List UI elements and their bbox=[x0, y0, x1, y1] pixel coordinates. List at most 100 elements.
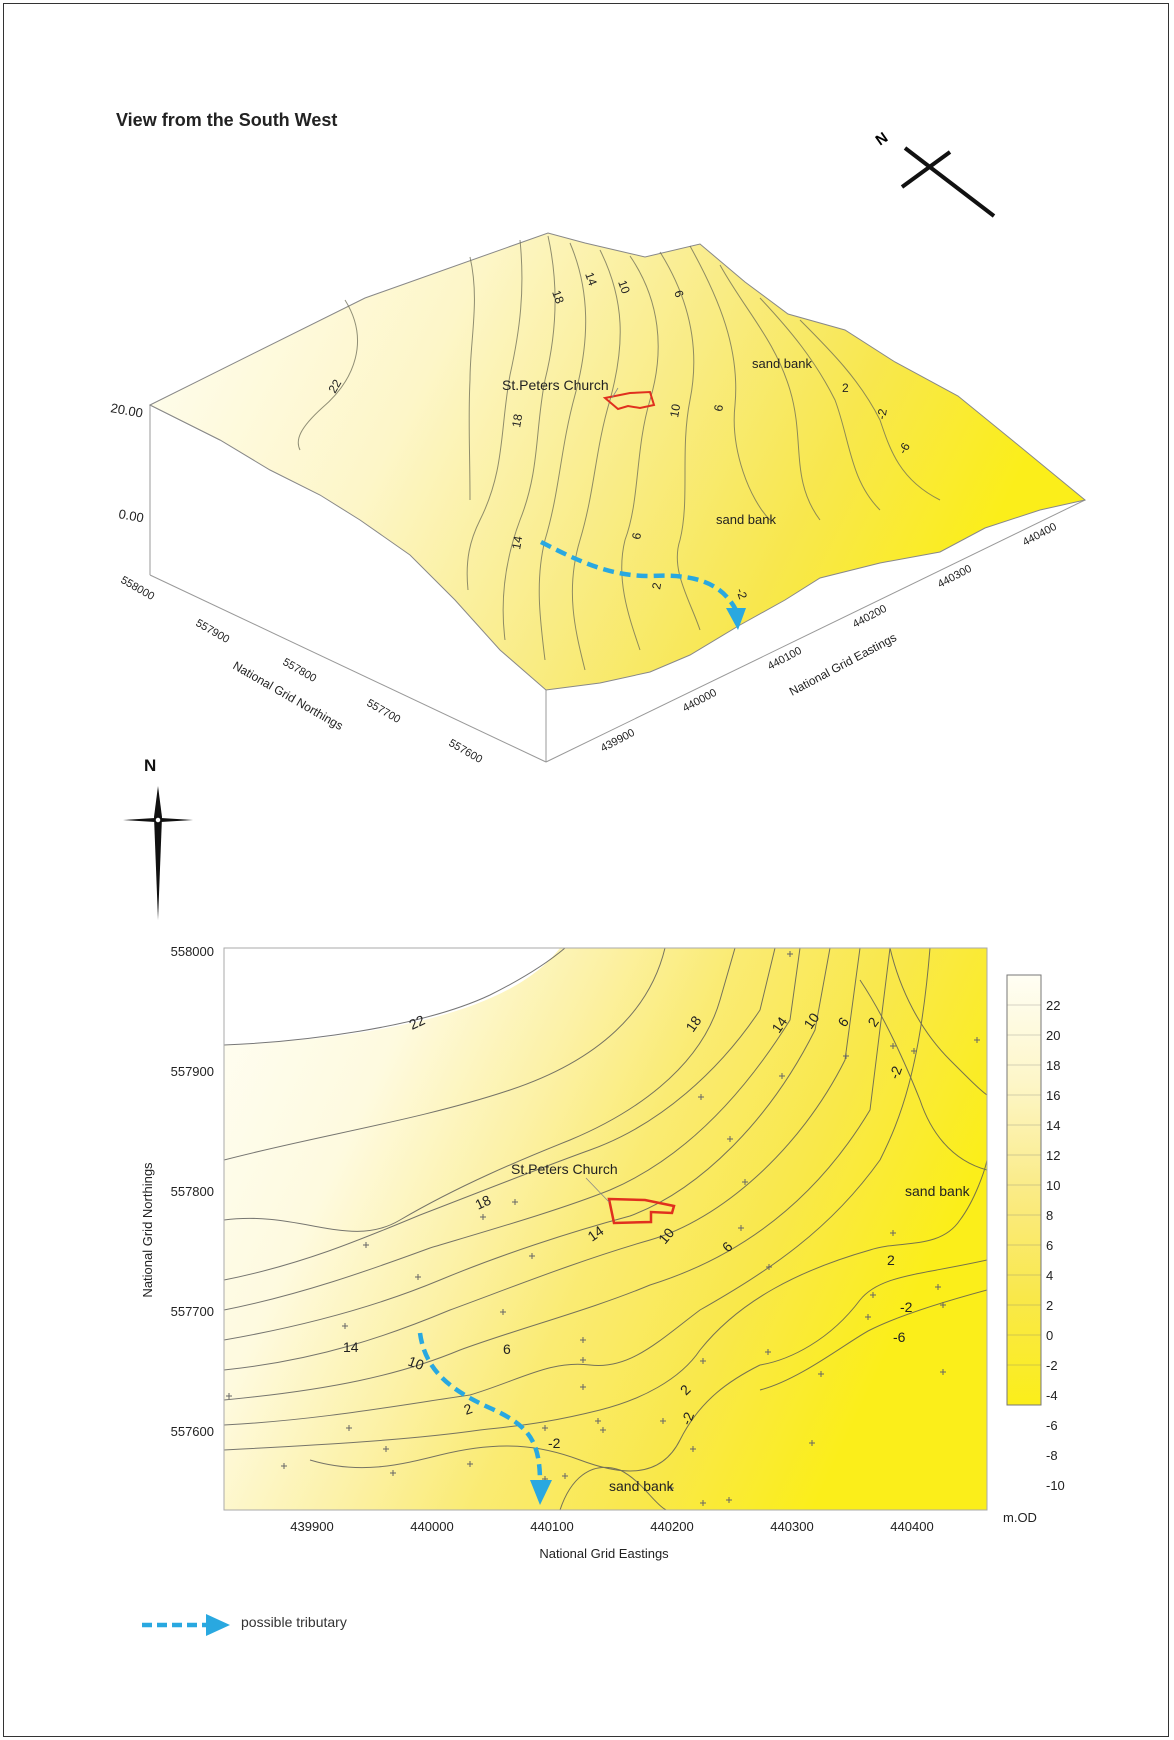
northing-tick: 557800 bbox=[281, 656, 319, 685]
tributary-arrowhead bbox=[530, 1480, 552, 1505]
easting-tick: 440300 bbox=[936, 563, 974, 591]
contour-label: 18 bbox=[473, 1192, 494, 1213]
box-frame bbox=[149, 404, 1086, 763]
colorbar-tick: -8 bbox=[1046, 1448, 1058, 1463]
contour-label: -2 bbox=[678, 1410, 697, 1427]
northing-tick: 557700 bbox=[365, 697, 403, 726]
easting-tick: 440000 bbox=[681, 687, 719, 715]
northing-tick: 557900 bbox=[194, 617, 232, 646]
y-tick: 557700 bbox=[171, 1304, 214, 1319]
x-tick: 440000 bbox=[410, 1519, 453, 1534]
north-arrow: N bbox=[123, 756, 193, 920]
colorbar-tick: 18 bbox=[1046, 1058, 1060, 1073]
colorbar-tick: -6 bbox=[1046, 1418, 1058, 1433]
contour-label: -2 bbox=[900, 1299, 913, 1315]
x-tick: 439900 bbox=[290, 1519, 333, 1534]
tributary-path bbox=[417, 1332, 543, 1483]
sand-bank-label-3d: sand bank bbox=[716, 512, 776, 527]
tributary-3d bbox=[539, 539, 738, 612]
y-axis-label: National Grid Northings bbox=[140, 1162, 155, 1298]
colorbar-tick: 4 bbox=[1046, 1268, 1053, 1283]
colorbar-tick: 6 bbox=[1046, 1238, 1053, 1253]
tributary-arrowhead-3d bbox=[726, 608, 746, 630]
contour-label: -6 bbox=[893, 1329, 906, 1345]
y-tick: 557600 bbox=[171, 1424, 214, 1439]
terrain-surface bbox=[148, 232, 1087, 691]
x-tick: 440100 bbox=[530, 1519, 573, 1534]
northing-tick: 558000 bbox=[119, 574, 157, 603]
colorbar-tick: -10 bbox=[1046, 1478, 1065, 1493]
contour3d-label: 14 bbox=[582, 270, 600, 288]
contour3d-label: 10 bbox=[615, 278, 633, 296]
contour3d-label: 14 bbox=[509, 535, 525, 551]
colorbar-tick: 0 bbox=[1046, 1328, 1053, 1343]
y-tick: 557800 bbox=[171, 1184, 214, 1199]
legend-tributary-symbol bbox=[142, 1614, 230, 1636]
x-tick: 440200 bbox=[650, 1519, 693, 1534]
contour3d-label: 18 bbox=[549, 288, 567, 306]
compass-3d: N bbox=[873, 129, 996, 218]
easting-axis-label: National Grid Eastings bbox=[787, 630, 899, 698]
colorbar-tick: -4 bbox=[1046, 1388, 1058, 1403]
contour3d-label: -2 bbox=[733, 586, 750, 601]
contour3d-label: -2 bbox=[874, 407, 890, 420]
church-label: St.Peters Church bbox=[511, 1161, 618, 1177]
church-outline-3d bbox=[602, 390, 656, 411]
figure-frame bbox=[3, 3, 1169, 1737]
contour3d-label: 6 bbox=[711, 403, 726, 412]
colorbar: 22 20 18 16 14 12 10 8 6 4 2 0 -2 -4 -6 … bbox=[1003, 974, 1065, 1525]
colorbar-unit: m.OD bbox=[1003, 1510, 1037, 1525]
sand-bank-label: sand bank bbox=[609, 1478, 675, 1494]
church-label-3d: St.Peters Church bbox=[502, 377, 609, 393]
colorbar-tick: 14 bbox=[1046, 1118, 1060, 1133]
easting-tick: 439900 bbox=[599, 727, 637, 755]
contour-label: 10 bbox=[406, 1353, 426, 1373]
survey-points bbox=[226, 951, 980, 1506]
legend-tributary-label: possible tributary bbox=[241, 1614, 347, 1630]
x-tick: 440300 bbox=[770, 1519, 813, 1534]
contour3d-label: 22 bbox=[325, 377, 344, 396]
colorbar-tick: 12 bbox=[1046, 1148, 1060, 1163]
colorbar-tick: -2 bbox=[1046, 1358, 1058, 1373]
contour3d-label: 6 bbox=[629, 531, 644, 540]
z-tick: 0.00 bbox=[117, 506, 145, 525]
sand-bank-label: sand bank bbox=[905, 1183, 971, 1199]
map-plot-area bbox=[224, 948, 987, 1510]
north-label: N bbox=[144, 756, 156, 775]
contour3d-label: 18 bbox=[509, 413, 525, 429]
contour3d-label: 2 bbox=[649, 581, 664, 590]
contours-3d bbox=[297, 235, 941, 671]
northing-tick: 557600 bbox=[447, 737, 485, 766]
church-outline bbox=[607, 1197, 676, 1225]
x-tick: 440400 bbox=[890, 1519, 933, 1534]
contour-label: 2 bbox=[887, 1252, 895, 1268]
z-tick: 20.00 bbox=[109, 400, 144, 420]
colorbar-tick: 8 bbox=[1046, 1208, 1053, 1223]
contour-label: 22 bbox=[407, 1012, 428, 1033]
view3d-surface: N 22 18 18 14 14 10 10 6 6 6 2 bbox=[109, 129, 1087, 766]
contour3d-label: 10 bbox=[667, 403, 683, 419]
contour-label: 6 bbox=[503, 1341, 511, 1357]
contour-label: 14 bbox=[343, 1339, 359, 1355]
contour-map: 22 18 18 14 14 10 10 6 6 2 2 -2 -2 -2 -6… bbox=[140, 944, 1065, 1561]
colorbar-tick: 22 bbox=[1046, 998, 1060, 1013]
easting-tick: 440200 bbox=[851, 603, 889, 631]
contour3d-label: 6 bbox=[671, 288, 687, 299]
colorbar-tick: 2 bbox=[1046, 1298, 1053, 1313]
y-tick: 558000 bbox=[171, 944, 214, 959]
sand-bank-label-3d: sand bank bbox=[752, 356, 812, 371]
x-axis-label: National Grid Eastings bbox=[539, 1546, 669, 1561]
easting-tick: 440400 bbox=[1021, 521, 1059, 549]
contour-label: -2 bbox=[548, 1435, 561, 1451]
colorbar-tick: 10 bbox=[1046, 1178, 1060, 1193]
view-title: View from the South West bbox=[116, 110, 338, 130]
colorbar-tick: 16 bbox=[1046, 1088, 1060, 1103]
colorbar-tick: 20 bbox=[1046, 1028, 1060, 1043]
contours-2d bbox=[224, 948, 987, 1510]
map-frame bbox=[223, 947, 988, 1511]
compass-3d-north: N bbox=[873, 129, 892, 149]
contour3d-label: 2 bbox=[842, 381, 849, 395]
easting-tick: 440100 bbox=[766, 645, 804, 673]
contour-label: -2 bbox=[886, 1064, 905, 1081]
y-tick: 557900 bbox=[171, 1064, 214, 1079]
